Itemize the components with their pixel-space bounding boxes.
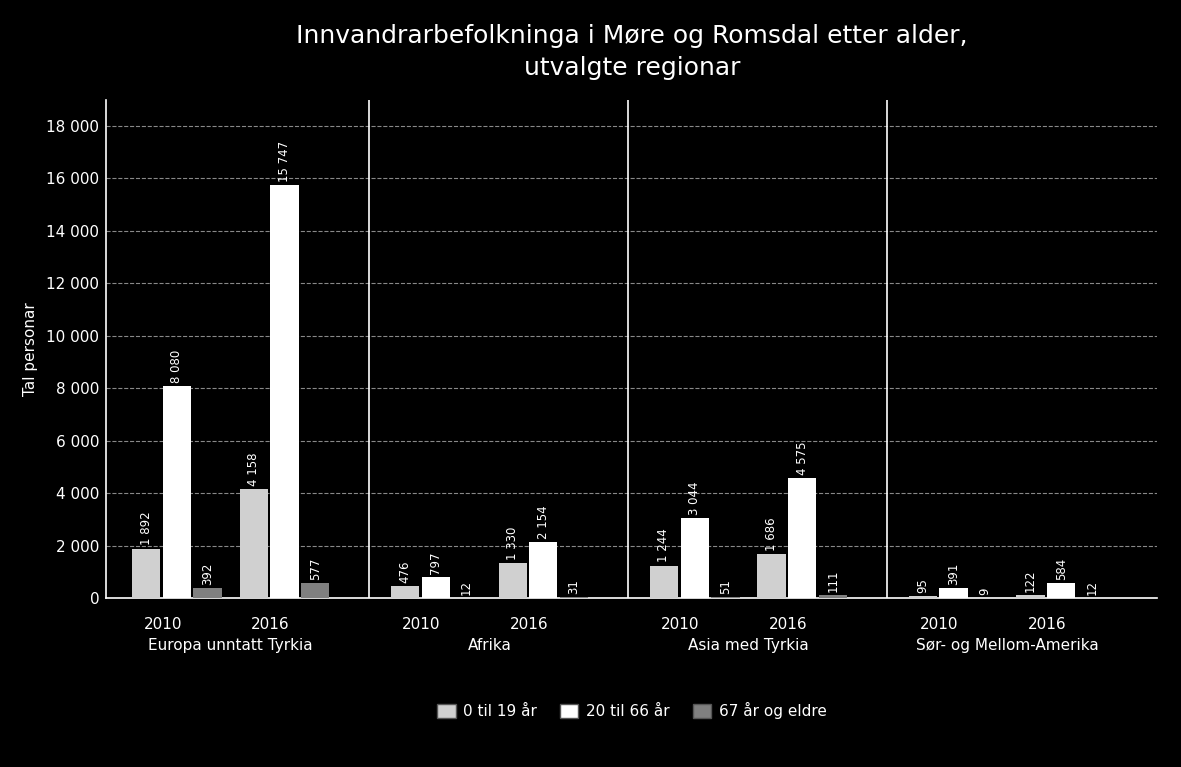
Text: Afrika: Afrika — [468, 637, 511, 653]
Bar — [270, 185, 299, 598]
Bar — [163, 387, 191, 598]
Text: 2010: 2010 — [143, 617, 182, 632]
Text: 2010: 2010 — [920, 617, 959, 632]
Text: 31: 31 — [568, 579, 581, 594]
Text: 1 330: 1 330 — [507, 527, 520, 560]
Text: 392: 392 — [201, 562, 214, 584]
Y-axis label: Tal personar: Tal personar — [22, 302, 38, 396]
Title: Innvandrarbefolkninga i Møre og Romsdal etter alder,
utvalgte regionar: Innvandrarbefolkninga i Møre og Romsdal … — [296, 24, 967, 80]
Text: 51: 51 — [719, 579, 732, 594]
Text: 12: 12 — [459, 580, 472, 594]
Bar — [422, 578, 450, 598]
Text: 1 686: 1 686 — [765, 517, 778, 551]
Text: 4 158: 4 158 — [247, 453, 260, 486]
Bar — [391, 586, 419, 598]
Text: 9: 9 — [978, 588, 991, 595]
Bar — [194, 588, 222, 598]
Bar — [757, 554, 785, 598]
Text: Sør- og Mellom-Amerika: Sør- og Mellom-Amerika — [916, 637, 1098, 653]
Text: 2016: 2016 — [769, 617, 808, 632]
Bar — [939, 588, 967, 598]
Bar — [680, 518, 709, 598]
Bar — [788, 478, 816, 598]
Bar — [498, 563, 527, 598]
Bar — [529, 542, 557, 598]
Text: 2016: 2016 — [252, 617, 289, 632]
Text: 2016: 2016 — [510, 617, 549, 632]
Text: 797: 797 — [429, 551, 442, 574]
Text: 2016: 2016 — [1027, 617, 1066, 632]
Bar — [650, 565, 678, 598]
Legend: 0 til 19 år, 20 til 66 år, 67 år og eldre: 0 til 19 år, 20 til 66 år, 67 år og eldr… — [431, 696, 833, 726]
Bar — [132, 548, 161, 598]
Bar — [818, 595, 847, 598]
Text: 111: 111 — [827, 570, 840, 592]
Text: 12: 12 — [1085, 580, 1098, 594]
Text: 391: 391 — [947, 562, 960, 585]
Text: 584: 584 — [1055, 558, 1068, 580]
Text: Europa unntatt Tyrkia: Europa unntatt Tyrkia — [149, 637, 313, 653]
Text: 15 747: 15 747 — [278, 141, 291, 182]
Text: 2 154: 2 154 — [537, 505, 550, 538]
Text: 2010: 2010 — [661, 617, 700, 632]
Bar — [301, 583, 329, 598]
Text: 2010: 2010 — [403, 617, 441, 632]
Bar — [240, 489, 268, 598]
Bar — [908, 596, 937, 598]
Text: 1 244: 1 244 — [658, 528, 671, 562]
Text: 8 080: 8 080 — [170, 350, 183, 383]
Bar — [560, 597, 588, 598]
Text: 95: 95 — [916, 578, 929, 593]
Text: Asia med Tyrkia: Asia med Tyrkia — [689, 637, 809, 653]
Text: 122: 122 — [1024, 569, 1037, 592]
Text: 577: 577 — [308, 558, 321, 580]
Bar — [1048, 583, 1076, 598]
Text: 4 575: 4 575 — [796, 442, 809, 475]
Text: 476: 476 — [398, 560, 411, 583]
Text: 1 892: 1 892 — [139, 512, 152, 545]
Text: 3 044: 3 044 — [689, 482, 702, 515]
Bar — [711, 597, 739, 598]
Bar — [1017, 595, 1044, 598]
